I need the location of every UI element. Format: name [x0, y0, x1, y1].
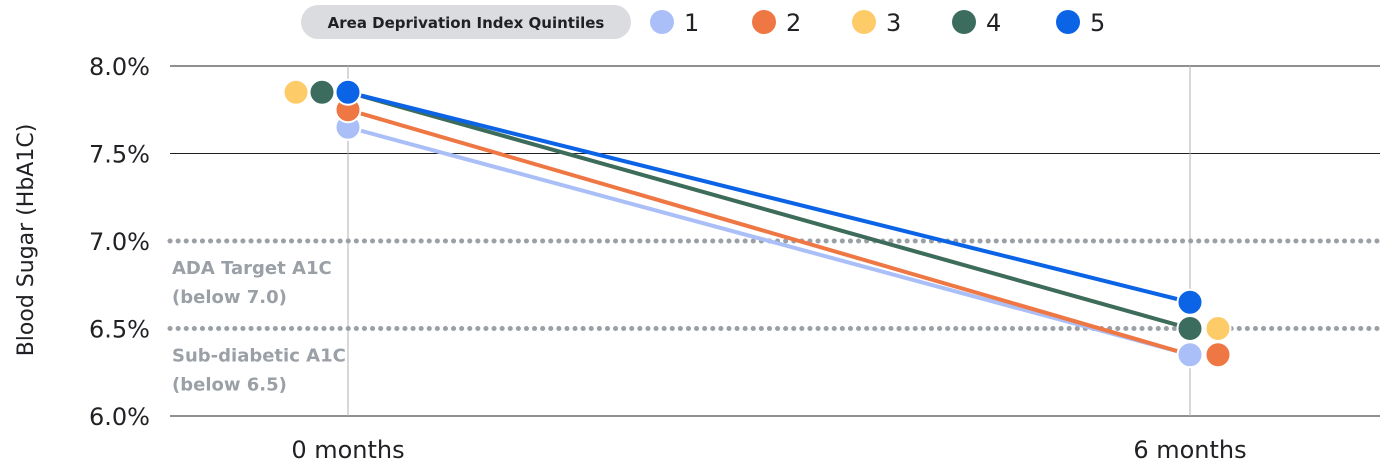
- data-point: [1204, 315, 1232, 342]
- legend-label: 5: [1090, 9, 1105, 37]
- data-point: [1176, 315, 1204, 342]
- legend-swatch: [852, 10, 876, 34]
- y-axis-title: Blood Sugar (HbA1C): [14, 124, 39, 357]
- reference-label: Sub-diabetic A1C: [172, 346, 346, 367]
- reference-lines: ADA Target A1C (below 7.0) Sub-diabetic A1…: [167, 238, 1383, 396]
- y-tick-label: 6.5%: [89, 316, 150, 344]
- legend-swatch: [650, 10, 674, 34]
- legend-items: 1 2 3 4 5: [650, 9, 1105, 37]
- y-axis-ticks: 6.0% 6.5% 7.0% 7.5% 8.0%: [89, 53, 150, 431]
- legend-label: 2: [786, 9, 801, 37]
- reference-label: ADA Target A1C: [172, 258, 332, 279]
- y-tick-label: 7.5%: [89, 141, 150, 169]
- legend-label: 3: [886, 9, 901, 37]
- y-tick-label: 7.0%: [89, 228, 150, 256]
- legend-title: Area Deprivation Index Quintiles: [328, 14, 605, 32]
- series-line: [347, 90, 1191, 331]
- legend-swatch: [1056, 10, 1080, 34]
- series-line: [347, 90, 1191, 305]
- x-tick-label: 6 months: [1133, 436, 1246, 464]
- legend-swatch: [752, 10, 776, 34]
- legend-title-pill: [301, 5, 631, 39]
- x-tick-label: 0 months: [291, 436, 404, 464]
- legend-swatch: [952, 10, 976, 34]
- data-point: [308, 78, 336, 106]
- series-line: [347, 107, 1191, 357]
- data-point: [282, 78, 310, 106]
- y-tick-label: 8.0%: [89, 53, 150, 81]
- data-point: [1176, 288, 1204, 316]
- data-point: [334, 78, 362, 106]
- x-axis-ticks: 0 months 6 months: [291, 436, 1246, 464]
- data-point: [1204, 341, 1232, 369]
- reference-label-sub: (below 7.0): [172, 287, 287, 308]
- series-layer: [282, 78, 1232, 369]
- legend: Area Deprivation Index Quintiles 1 2 3 4 5: [301, 5, 1105, 39]
- data-point: [1176, 341, 1204, 369]
- legend-label: 1: [684, 9, 699, 37]
- series-line: [347, 125, 1191, 357]
- y-tick-label: 6.0%: [89, 403, 150, 431]
- reference-label-sub: (below 6.5): [172, 375, 287, 396]
- legend-label: 4: [986, 9, 1001, 37]
